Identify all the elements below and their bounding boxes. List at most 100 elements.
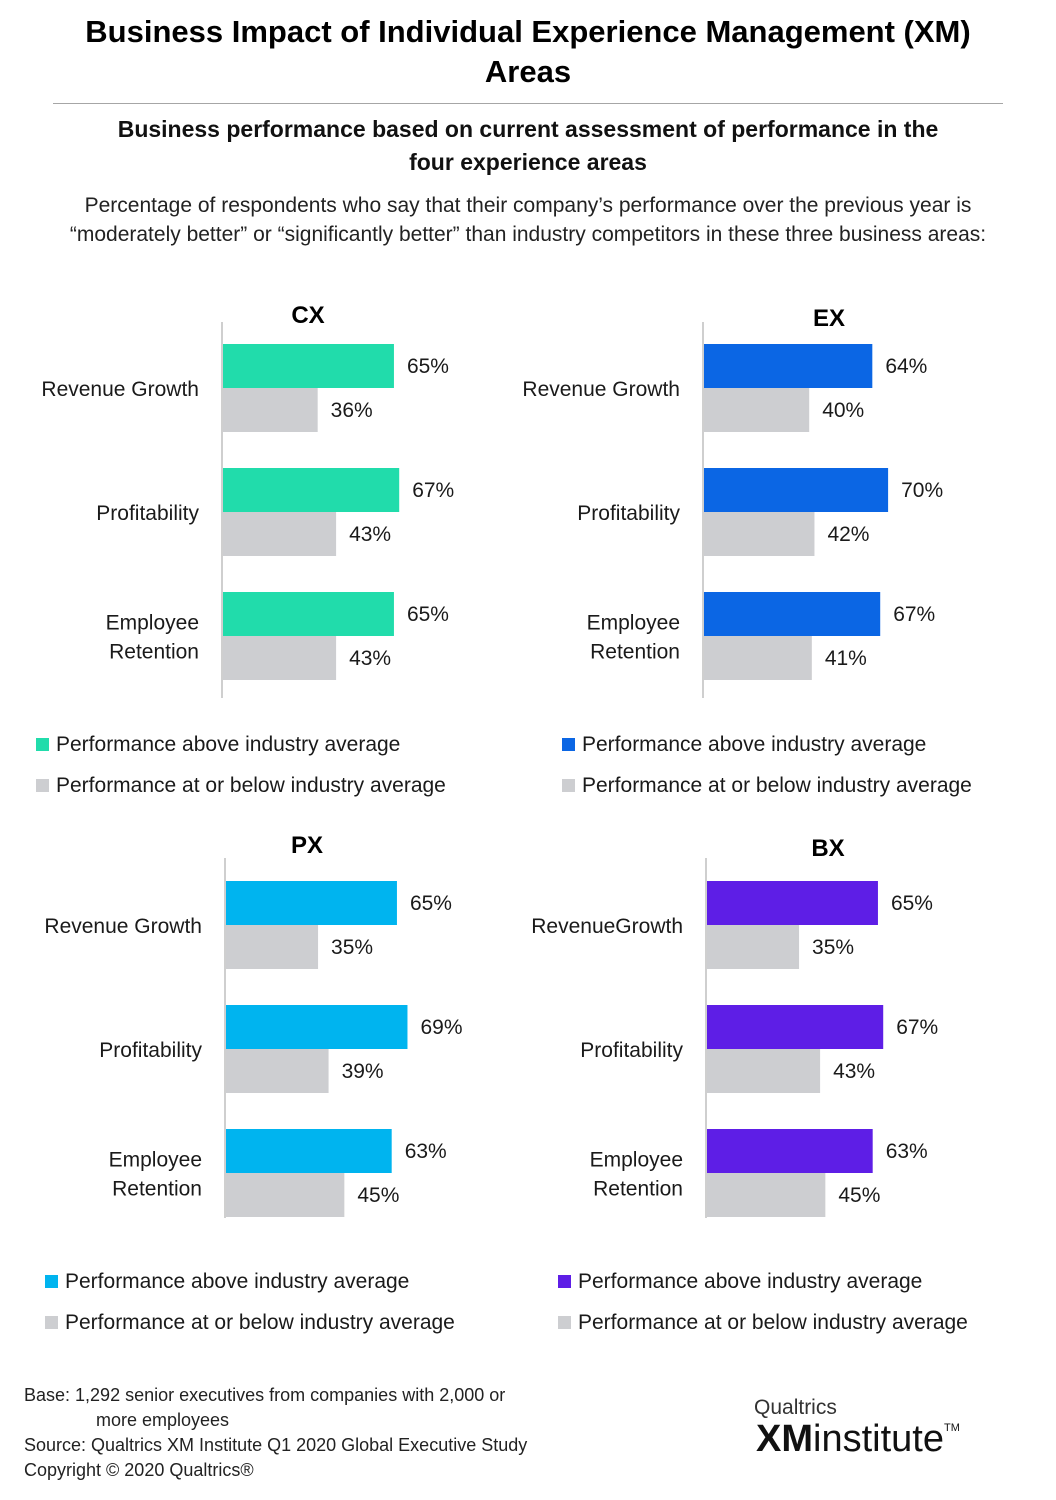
cx-bar-above: [223, 344, 394, 388]
bx-value-label: 63%: [886, 1140, 928, 1163]
px-value-label: 69%: [420, 1016, 462, 1039]
bx-legend-swatch: [558, 1275, 571, 1288]
ex-category-label: Employee: [587, 612, 680, 635]
ex-value-label: 67%: [893, 603, 935, 626]
cx-value-label: 65%: [407, 603, 449, 626]
px-legend-label: Performance at or below industry average: [65, 1311, 455, 1334]
ex-bar-at-or-below: [704, 388, 810, 432]
ex-value-label: 64%: [885, 355, 927, 378]
bx-legend-label: Performance above industry average: [578, 1270, 922, 1293]
px-value-label: 39%: [342, 1060, 384, 1083]
cx-value-label: 65%: [407, 355, 449, 378]
bx-bar-above: [707, 1005, 884, 1049]
ex-bar-at-or-below: [704, 636, 812, 680]
cx-bar-above: [223, 592, 394, 636]
px-category-label: Employee: [109, 1149, 202, 1172]
ex-bar-at-or-below: [704, 512, 815, 556]
px-category-label: Revenue Growth: [44, 915, 202, 938]
cx-legend-swatch: [36, 738, 49, 751]
brand-institute: institute: [813, 1418, 944, 1460]
px-bar-at-or-below: [226, 925, 319, 969]
px-legend-swatch: [45, 1275, 58, 1288]
px-bar-above: [226, 1005, 408, 1049]
px-legend-swatch: [45, 1316, 58, 1329]
cx-value-label: 43%: [349, 647, 391, 670]
cx-value-label: 43%: [349, 523, 391, 546]
px-bar-above: [226, 881, 397, 925]
px-value-label: 65%: [410, 892, 452, 915]
ex-value-label: 41%: [825, 647, 867, 670]
footer-base-line1: Base: 1,292 senior executives from compa…: [24, 1385, 506, 1405]
px-bar-above: [226, 1129, 392, 1173]
bx-bar-at-or-below: [707, 925, 800, 969]
ex-category-label: Profitability: [577, 502, 680, 525]
cx-bar-at-or-below: [223, 512, 337, 556]
ex-bar-above: [704, 344, 873, 388]
ex-value-label: 70%: [901, 479, 943, 502]
cx-bar-above: [223, 468, 400, 512]
qualtrics-xm-institute-logo: Qualtrics XMinstituteTM: [754, 1396, 1044, 1476]
brand-wordmark: XMinstituteTM: [756, 1418, 960, 1461]
bx-legend-label: Performance at or below industry average: [578, 1311, 968, 1334]
px-panel-title: PX: [291, 832, 323, 859]
px-value-label: 63%: [405, 1140, 447, 1163]
footer-copyright: Copyright © 2020 Qualtrics®: [24, 1460, 254, 1480]
ex-value-label: 42%: [827, 523, 869, 546]
bx-bar-at-or-below: [707, 1173, 826, 1217]
footer-notes: Base: 1,292 senior executives from compa…: [24, 1383, 664, 1483]
px-value-label: 35%: [331, 936, 373, 959]
bx-bar-above: [707, 881, 878, 925]
bx-legend-swatch: [558, 1316, 571, 1329]
page-title: Business Impact of Individual Experience…: [85, 14, 971, 89]
cx-bar-at-or-below: [223, 388, 318, 432]
cx-bar-at-or-below: [223, 636, 337, 680]
bx-panel-title: BX: [811, 835, 844, 862]
brand-company: Qualtrics: [754, 1396, 837, 1419]
cx-category-label: Revenue Growth: [41, 378, 199, 401]
cx-category-label: Retention: [109, 641, 199, 664]
bx-value-label: 45%: [838, 1184, 880, 1207]
title-divider: [53, 103, 1003, 104]
brand-xm: XM: [756, 1418, 813, 1460]
px-category-label: Retention: [112, 1178, 202, 1201]
bx-value-label: 43%: [833, 1060, 875, 1083]
bx-bar-above: [707, 1129, 873, 1173]
cx-value-label: 67%: [412, 479, 454, 502]
bx-bar-at-or-below: [707, 1049, 821, 1093]
bx-category-label: Employee: [590, 1149, 683, 1172]
brand-trademark: TM: [943, 1422, 960, 1434]
bx-category-label: RevenueGrowth: [531, 915, 683, 938]
ex-legend-label: Performance at or below industry average: [582, 774, 972, 797]
px-bar-at-or-below: [226, 1049, 329, 1093]
px-value-label: 45%: [357, 1184, 399, 1207]
intro-text: Percentage of respondents who say that t…: [69, 194, 987, 246]
cx-legend-label: Performance at or below industry average: [56, 774, 446, 797]
cx-category-label: Employee: [106, 612, 199, 635]
px-bar-at-or-below: [226, 1173, 345, 1217]
bx-value-label: 65%: [891, 892, 933, 915]
cx-legend-label: Performance above industry average: [56, 733, 400, 756]
bx-value-label: 67%: [896, 1016, 938, 1039]
ex-legend-swatch: [562, 779, 575, 792]
ex-category-label: Revenue Growth: [522, 378, 680, 401]
bx-category-label: Profitability: [580, 1039, 683, 1062]
footer-source: Source: Qualtrics XM Institute Q1 2020 G…: [24, 1435, 528, 1455]
page-subtitle: Business performance based on current as…: [117, 116, 939, 175]
px-category-label: Profitability: [99, 1039, 202, 1062]
footer-base-line2: more employees: [96, 1410, 230, 1430]
bx-category-label: Retention: [593, 1178, 683, 1201]
cx-category-label: Profitability: [96, 502, 199, 525]
ex-bar-above: [704, 468, 889, 512]
ex-panel-title: EX: [813, 305, 845, 332]
cx-legend-swatch: [36, 779, 49, 792]
ex-category-label: Retention: [590, 641, 680, 664]
ex-bar-above: [704, 592, 881, 636]
px-legend-label: Performance above industry average: [65, 1270, 409, 1293]
ex-legend-label: Performance above industry average: [582, 733, 926, 756]
ex-value-label: 40%: [822, 399, 864, 422]
ex-legend-swatch: [562, 738, 575, 751]
cx-panel-title: CX: [291, 302, 324, 329]
bx-value-label: 35%: [812, 936, 854, 959]
cx-value-label: 36%: [331, 399, 373, 422]
